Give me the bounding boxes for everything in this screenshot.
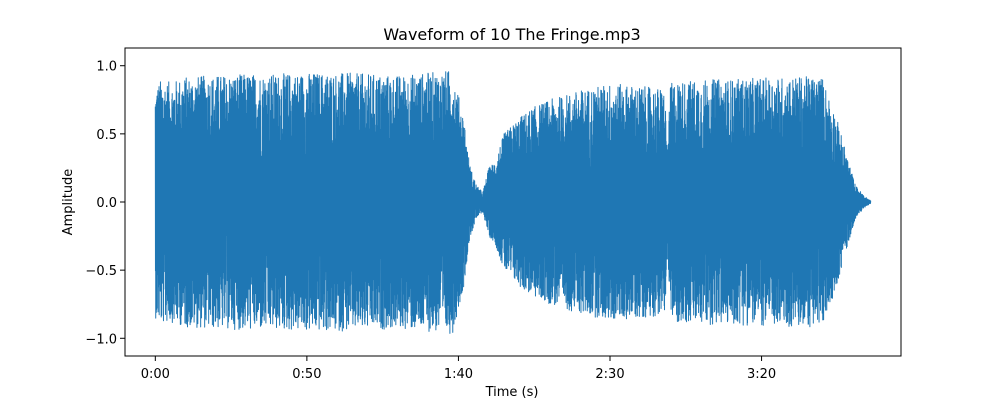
x-tick-label: 0:50 — [292, 367, 321, 382]
x-tick-label: 0:00 — [141, 367, 170, 382]
y-tick-label: −0.5 — [85, 264, 117, 279]
y-tick-label: 0.5 — [96, 128, 117, 143]
x-tick-label: 3:20 — [747, 367, 776, 382]
x-tick-label: 2:30 — [595, 367, 624, 382]
chart-title: Waveform of 10 The Fringe.mp3 — [383, 25, 640, 44]
y-tick-label: 1.0 — [96, 60, 117, 75]
plot-area — [154, 71, 872, 334]
x-axis: 0:00 0:50 1:40 2:30 3:20 — [141, 356, 776, 382]
y-axis: 1.0 0.5 0.0 −0.5 −1.0 — [85, 60, 125, 347]
y-tick-label: −1.0 — [85, 332, 117, 347]
y-axis-label: Amplitude — [61, 169, 76, 236]
y-tick-label: 0.0 — [96, 196, 117, 211]
waveform-series-line — [154, 71, 872, 334]
x-tick-label: 1:40 — [444, 367, 473, 382]
x-axis-label: Time (s) — [485, 385, 539, 400]
